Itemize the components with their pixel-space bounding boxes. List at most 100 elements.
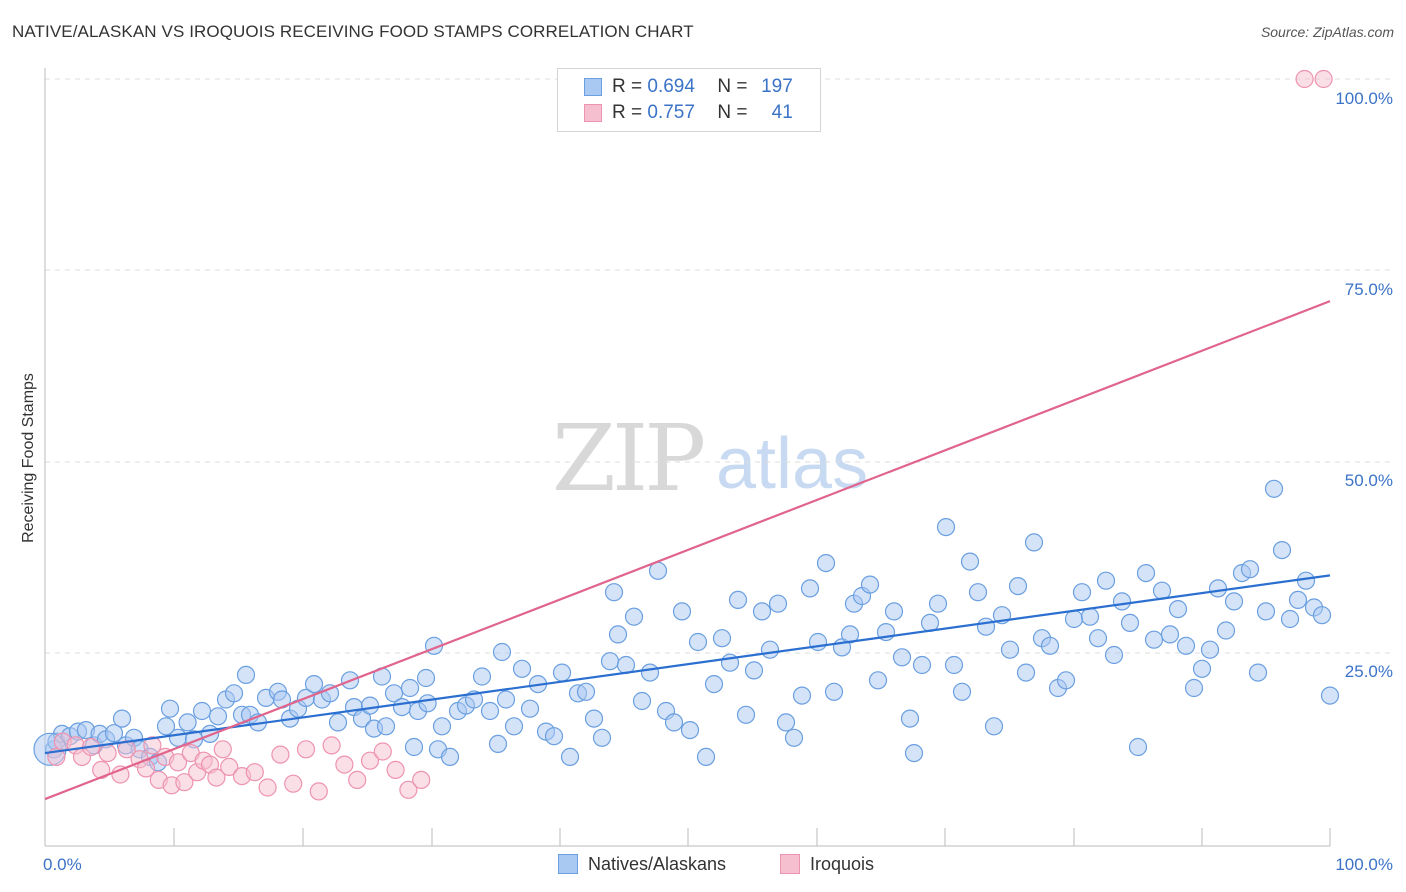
legend-r-value: 0.757 [647, 102, 695, 123]
data-point [480, 701, 500, 721]
data-point [688, 632, 708, 652]
data-point [1072, 583, 1092, 602]
data-point [1112, 592, 1132, 611]
data-point [936, 517, 956, 537]
legend-n-value: 197 [761, 76, 793, 97]
data-point [304, 674, 324, 694]
data-point [696, 747, 716, 767]
data-point [360, 751, 380, 770]
data-point [156, 717, 176, 736]
data-point [584, 709, 604, 728]
legend: R = 0.694 N = 197 R = 0.757 N = 41 [557, 68, 821, 132]
data-point [1056, 671, 1076, 690]
data-point [386, 760, 405, 780]
legend-n-label: N = [717, 102, 748, 123]
data-point [404, 737, 424, 757]
data-point [178, 713, 197, 732]
data-point [220, 757, 239, 777]
data-point [258, 778, 277, 797]
data-point [472, 667, 492, 686]
legend-row-natives: R = 0.694 N = 197 [584, 75, 793, 99]
data-point [1256, 602, 1276, 621]
data-point [1288, 590, 1308, 610]
data-point [1144, 630, 1164, 649]
data-point [392, 697, 412, 717]
data-point [680, 720, 700, 740]
legend-r-label: R = [612, 76, 643, 97]
data-point [1184, 678, 1204, 698]
data-point [320, 684, 340, 703]
data-point [824, 682, 844, 701]
watermark-atlas: atlas [716, 424, 868, 504]
bottom-legend-iroquois: Iroquois [780, 852, 874, 876]
data-point [576, 682, 596, 701]
data-point [1296, 571, 1316, 590]
data-point [1024, 533, 1044, 552]
bottom-swatch-blue [558, 854, 578, 874]
data-point [1224, 592, 1244, 611]
data-point [399, 780, 418, 799]
data-point [512, 659, 532, 678]
tick-labels: 100.0% 75.0% 50.0% 25.0% 0.0% 100.0% [43, 89, 1393, 874]
data-point [892, 648, 912, 667]
data-point [504, 717, 524, 736]
data-point [816, 553, 836, 573]
bottom-legend-label: Iroquois [810, 853, 875, 874]
data-point [592, 728, 612, 747]
data-point [960, 552, 980, 571]
data-point [376, 717, 396, 736]
data-point [160, 699, 180, 718]
data-point [335, 755, 354, 774]
data-point [664, 713, 684, 732]
legend-n-value: 41 [771, 102, 793, 123]
data-point [860, 575, 880, 594]
data-point [604, 583, 624, 602]
data-point [104, 724, 124, 743]
data-point [1128, 737, 1148, 757]
data-point [544, 727, 564, 746]
data-point [744, 661, 764, 680]
data-point [760, 640, 780, 659]
data-point [736, 705, 756, 724]
data-point [418, 694, 437, 713]
data-point [1120, 613, 1140, 633]
data-point [271, 745, 290, 764]
data-point [1312, 606, 1332, 625]
data-point [968, 583, 988, 602]
watermark: ZIP atlas [552, 405, 868, 512]
data-point [309, 782, 328, 801]
data-point [416, 668, 436, 688]
data-point [112, 709, 132, 728]
data-point [400, 678, 420, 698]
data-point [1152, 581, 1172, 600]
data-point [98, 743, 117, 763]
trend-lines [44, 300, 1331, 801]
data-point [168, 728, 188, 747]
bottom-legend-label: Natives/Alaskans [588, 853, 727, 874]
data-point [360, 696, 380, 715]
data-point [712, 629, 732, 648]
legend-swatch-pink [584, 104, 602, 122]
legend-row-iroquois: R = 0.757 N = 41 [584, 101, 793, 125]
y-tick-label: 25.0% [1345, 662, 1393, 681]
data-point [904, 743, 924, 763]
data-point [776, 713, 796, 732]
data-point [373, 742, 392, 761]
legend-n-label: N = [717, 76, 748, 97]
data-point [768, 594, 788, 613]
data-point [1016, 663, 1036, 682]
data-point [640, 663, 660, 682]
source-credit: Source: ZipAtlas.com [1260, 24, 1394, 40]
data-point [928, 594, 948, 613]
data-point [600, 652, 620, 671]
data-point [175, 773, 194, 792]
x-tick-label: 100.0% [1335, 855, 1393, 874]
data-point [552, 663, 572, 682]
data-point [143, 736, 162, 755]
grid [45, 78, 1395, 654]
data-point [1208, 579, 1228, 598]
data-point [800, 579, 820, 598]
data-point [944, 655, 964, 675]
x-tick-label: 0.0% [43, 855, 82, 874]
data-point [328, 713, 348, 732]
